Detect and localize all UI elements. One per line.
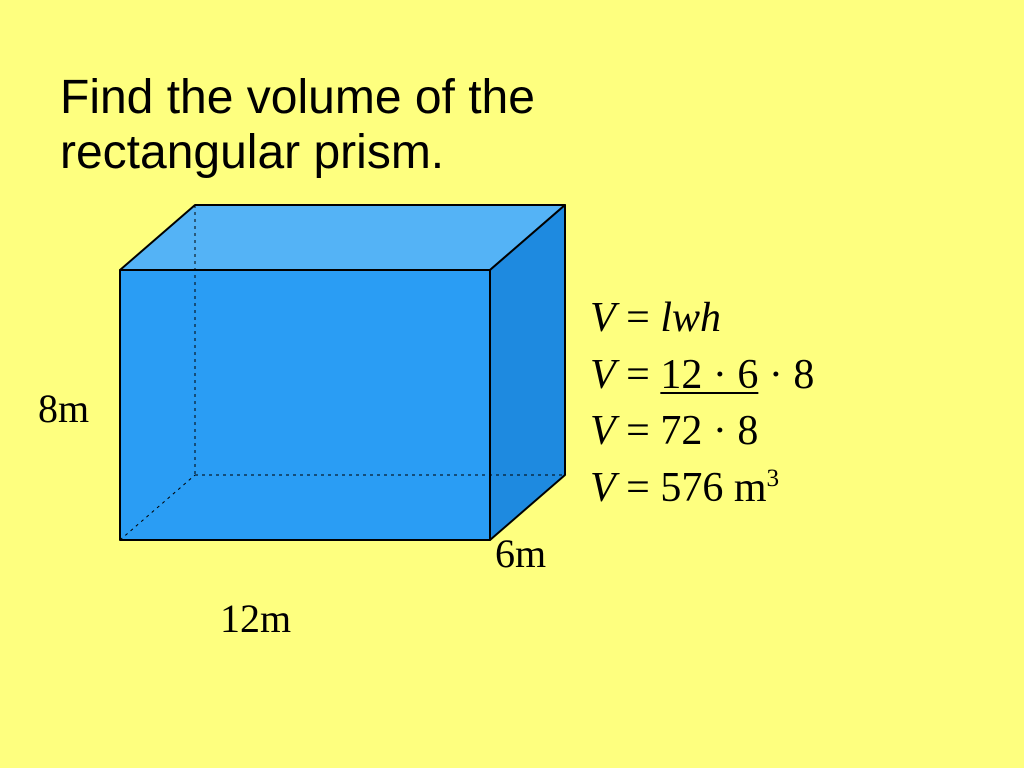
- var-v: V: [590, 352, 616, 398]
- volume-equations: V = lwh V = 12 · 6 · 8 V = 72 · 8 V = 57…: [590, 290, 814, 517]
- dimension-length-label: 12m: [220, 595, 291, 642]
- equation-result: V = 576 m3: [590, 460, 814, 517]
- var-v: V: [590, 408, 616, 454]
- dimension-width-label: 6m: [495, 530, 546, 577]
- formula-rhs: lwh: [660, 295, 721, 341]
- slide-canvas: Find the volume of the rectangular prism…: [0, 0, 1024, 768]
- tail-product: · 8: [758, 352, 814, 398]
- dimension-height-label: 8m: [38, 385, 89, 432]
- partial-product: 72 · 8: [660, 408, 758, 454]
- result-value: 576 m: [660, 465, 766, 511]
- eq-sign: =: [616, 465, 661, 511]
- problem-title: Find the volume of the rectangular prism…: [60, 70, 535, 180]
- equation-formula: V = lwh: [590, 290, 814, 347]
- eq-sign: =: [616, 352, 661, 398]
- prism-svg: [114, 199, 571, 546]
- eq-sign: =: [616, 295, 661, 341]
- underlined-product: 12 · 6: [660, 352, 758, 398]
- equation-substitute: V = 12 · 6 · 8: [590, 347, 814, 404]
- prism-diagram: [114, 199, 571, 551]
- var-v: V: [590, 465, 616, 511]
- var-v: V: [590, 295, 616, 341]
- result-exponent: 3: [767, 465, 780, 492]
- equation-partial: V = 72 · 8: [590, 403, 814, 460]
- title-line-1: Find the volume of the: [60, 71, 535, 124]
- eq-sign: =: [616, 408, 661, 454]
- title-line-2: rectangular prism.: [60, 126, 444, 179]
